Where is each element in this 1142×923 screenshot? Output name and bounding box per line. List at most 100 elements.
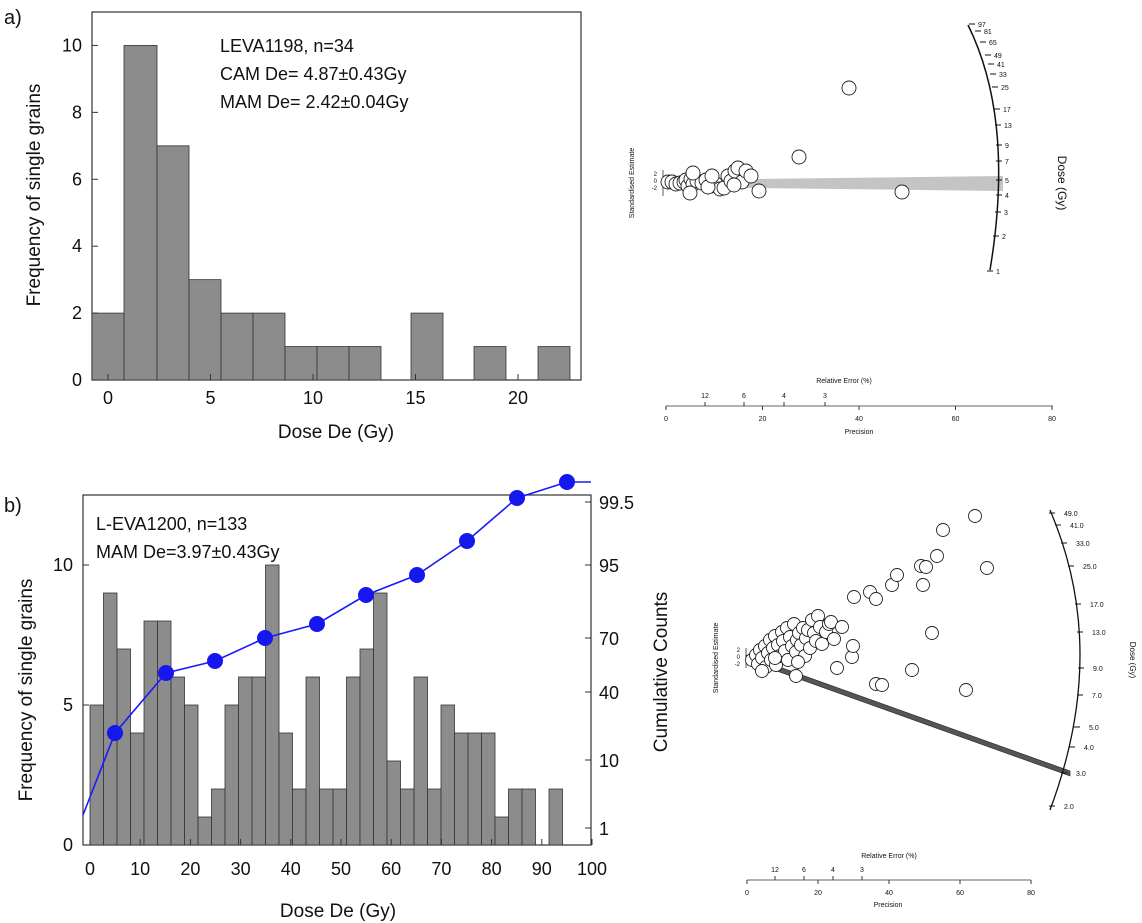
radial-a-point: [791, 149, 807, 165]
panel-a-bar: [284, 346, 318, 381]
radial-b-arc-tick-label: 33.0: [1076, 541, 1090, 548]
radial-b-arc-tick-label: 4.0: [1084, 745, 1094, 752]
radial-b-relative-error-tick-label: 6: [802, 867, 806, 874]
panel-b-bar: [251, 676, 266, 846]
panel-b-bar: [494, 816, 509, 846]
cumulative-marker: [158, 665, 174, 681]
panel-a-bar: [410, 312, 444, 381]
radial-a-point: [751, 183, 767, 199]
radial-b-point: [919, 560, 933, 574]
radial-a-relative-error-tick-label: 4: [782, 393, 786, 400]
radial-b-point: [916, 578, 930, 592]
panel-b-bar: [211, 788, 226, 846]
cumulative-marker: [207, 653, 223, 669]
radial-a-arc-tick-label: 3: [1004, 210, 1008, 217]
panel-a-xtick-label: 0: [103, 388, 113, 408]
radial-b-point: [959, 683, 973, 697]
panel-b-bar: [440, 704, 455, 846]
radial-a-arc: [967, 24, 1000, 271]
radial-a-point: [841, 80, 857, 96]
cumulative-marker: [309, 616, 325, 632]
panel-b-bar: [427, 788, 442, 846]
radial-b-arc-tick-label: 49.0: [1064, 511, 1078, 518]
radial-b-point: [835, 620, 849, 634]
radial-a-precision-tick-label: 0: [664, 416, 668, 423]
radial-a-ytick-label: 0: [654, 179, 658, 185]
panel-b-bar: [184, 704, 199, 846]
panel-a-xlabel: Dose De (Gy): [278, 422, 394, 443]
panel-b-ytick-label: 5: [63, 695, 73, 715]
radial-b-relative-error-tick-label: 4: [831, 867, 835, 874]
panel-b-bar: [386, 760, 401, 846]
panel-b-bar: [265, 564, 280, 846]
radial-a-arc-label: Dose (Gy): [1055, 156, 1069, 211]
radial-b-point: [827, 632, 841, 646]
radial-a-arc-tick-label: 97: [978, 22, 986, 29]
panel-b-bar: [292, 788, 307, 846]
radial-a-arc-tick-label: 17: [1003, 107, 1011, 114]
radial-a-ytick-label: 2: [654, 172, 658, 178]
radial-b-point: [890, 568, 904, 582]
panel-b-bar: [400, 788, 415, 846]
cumulative-marker: [559, 474, 575, 490]
radial-b-relative-error-label: Relative Error (%): [861, 853, 917, 860]
radial-a-point: [682, 185, 698, 201]
radial-b-point: [755, 664, 769, 678]
radial-b-point: [936, 523, 950, 537]
radial-b-point: [768, 651, 782, 665]
panel-b-xtick-label: 20: [180, 859, 200, 879]
panel-b-label: b): [4, 495, 22, 517]
panel-b-xtick-label: 0: [85, 859, 95, 879]
panel-a-bar: [348, 346, 382, 381]
radial-b-arc-label: Dose (Gy): [1128, 642, 1137, 679]
radial-b-ytick-label: 0: [737, 655, 741, 661]
panel-b-bar: [130, 732, 145, 846]
radial-a-ytick-label: -2: [652, 186, 658, 192]
panel-b-bar: [454, 732, 469, 846]
panel-b-bar: [346, 676, 361, 846]
radial-b-point: [791, 655, 805, 669]
radial-b-arc-tick-label: 13.0: [1092, 630, 1106, 637]
radial-a-arc-tick-label: 49: [994, 53, 1002, 60]
panel-b-bar: [413, 676, 428, 846]
panel-b-bar: [467, 732, 482, 846]
radial-b-arc-tick-label: 5.0: [1089, 725, 1099, 732]
panel-a-ytick-label: 6: [72, 169, 82, 189]
panel-a-ytick-label: 10: [62, 35, 82, 55]
panel-a-annotation-3: MAM De= 2.42±0.04Gy: [220, 92, 408, 112]
radial-b-precision-tick-label: 40: [885, 890, 893, 897]
radial-b-point: [869, 592, 883, 606]
radial-a-arc-tick-label: 1: [996, 269, 1000, 276]
panel-a-annotation-2: CAM De= 4.87±0.43Gy: [220, 64, 406, 84]
panel-b-bar: [238, 676, 253, 846]
radial-a-relative-error-tick-label: 12: [701, 393, 709, 400]
radial-b-relative-error-tick-label: 12: [771, 867, 779, 874]
radial-b-arc-tick-label: 41.0: [1070, 523, 1084, 530]
radial-b-ytick-label: 2: [737, 648, 741, 654]
panel-a-label: a): [4, 7, 22, 29]
panel-a-histogram: a) 0 2 4 6 8 10 0 5 10 15 20 LEVA1198, n=34 CAM De…: [4, 7, 582, 443]
radial-b-precision-label: Precision: [874, 902, 903, 909]
panel-b-right-tick-label: 99.5: [599, 493, 634, 513]
panel-b-xtick-label: 30: [231, 859, 251, 879]
panel-b-xtick-label: 70: [431, 859, 451, 879]
radial-a-arc-tick-label: 33: [999, 72, 1007, 79]
panel-b-bar: [197, 816, 212, 846]
radial-b-point: [930, 549, 944, 563]
panel-b-bar: [359, 648, 374, 846]
radial-a-relative-error-tick-label: 3: [823, 393, 827, 400]
panel-b-ytick-label: 10: [53, 555, 73, 575]
radial-a-precision-label: Precision: [845, 429, 874, 436]
panel-b-bar: [521, 788, 536, 846]
panel-b-xtick-label: 100: [577, 859, 607, 879]
panel-a-bar: [188, 279, 222, 381]
panel-b-annotation-1: L-EVA1200, n=133: [96, 514, 247, 534]
panel-a-xtick-label: 5: [205, 388, 215, 408]
radial-a-point: [726, 177, 742, 193]
radial-b-point: [847, 590, 861, 604]
radial-b-precision-tick-label: 20: [814, 890, 822, 897]
panel-b-bar: [305, 676, 320, 846]
